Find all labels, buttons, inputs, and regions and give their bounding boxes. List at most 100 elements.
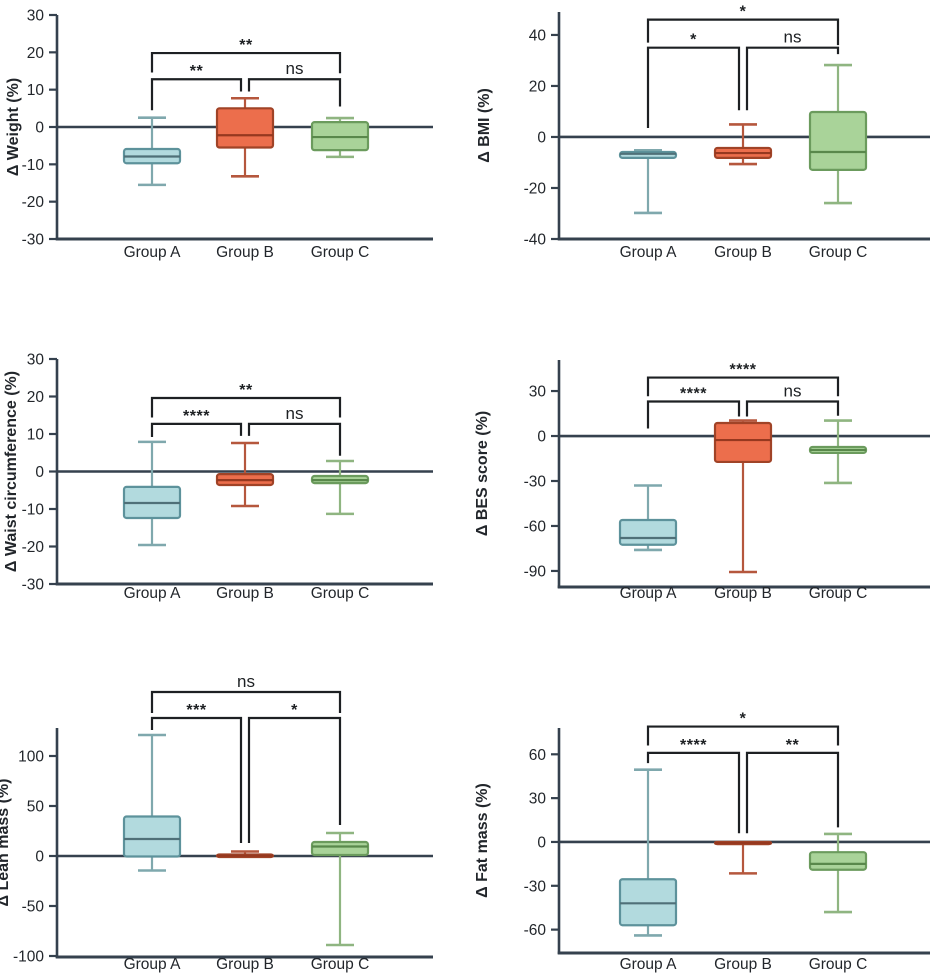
x-tick-label: Group A — [124, 956, 182, 973]
significance-bracket — [646, 400, 741, 429]
x-tick-label: Group A — [124, 585, 182, 602]
significance-bracket — [150, 422, 243, 437]
significance-bracket — [646, 376, 840, 397]
significance-bracket — [247, 78, 342, 107]
significance-bracket — [150, 78, 243, 111]
significance-bracket — [150, 716, 243, 843]
box-group-b — [215, 850, 275, 859]
y-tick-label: 20 — [27, 389, 45, 406]
chart-bes: 30 0 -30 -60 -90 Δ BES score (%) **** ns **** Gro… — [474, 360, 930, 602]
panel-delta-bmi: 40 20 0 -20 -40 Δ BMI (%) * ns * Group A Group B Gr… — [465, 0, 930, 330]
y-tick-label: -20 — [22, 194, 45, 211]
y-tick-label: 40 — [529, 27, 547, 44]
x-tick-label: Group C — [311, 244, 370, 261]
significance-bracket — [247, 422, 342, 456]
y-tick-label: -50 — [22, 899, 45, 916]
y-tick-label: 20 — [529, 78, 547, 95]
box-group-c — [808, 63, 868, 205]
x-tick-label: Group A — [620, 244, 678, 261]
significance-bracket — [745, 400, 840, 417]
y-tick-label: 0 — [537, 429, 546, 446]
x-tick-label: Group B — [216, 244, 274, 261]
box-group-a — [122, 440, 182, 547]
box-group-b — [713, 840, 773, 875]
significance-label: **** — [680, 737, 707, 754]
significance-label: * — [291, 702, 298, 719]
significance-label: ns — [784, 382, 802, 401]
iqr-box — [713, 421, 773, 464]
y-tick-label: 0 — [537, 834, 546, 851]
significance-label: * — [740, 711, 747, 728]
significance-label: ns — [286, 404, 304, 423]
iqr-box — [310, 840, 370, 857]
significance-bracket — [646, 46, 741, 129]
y-tick-label: 50 — [27, 799, 45, 816]
chart-weight: 30 20 10 0 -10 -20 -30 Δ Weight (%) ** ns ** Group … — [5, 8, 433, 261]
x-tick-label: Group B — [714, 956, 772, 973]
y-tick-label: -30 — [524, 878, 547, 895]
box-group-b — [713, 123, 773, 166]
x-tick-label: Group B — [216, 956, 274, 973]
significance-bracket — [646, 18, 840, 46]
significance-label: **** — [680, 386, 707, 403]
y-tick-label: -20 — [22, 539, 45, 556]
panel-delta-waist-circumference: 30 20 10 0 -10 -20 -30 Δ Waist circumference (%… — [0, 330, 465, 640]
box-group-a — [122, 733, 182, 872]
box-group-a — [122, 116, 182, 187]
significance-label: ** — [239, 382, 253, 399]
box-group-a — [618, 768, 678, 937]
x-tick-label: Group C — [809, 956, 868, 973]
y-tick-label: -10 — [22, 157, 45, 174]
y-tick-label: 10 — [27, 82, 45, 99]
x-tick-label: Group C — [809, 585, 868, 602]
x-tick-label: Group A — [620, 956, 678, 973]
iqr-box — [122, 815, 182, 858]
y-tick-label: -60 — [524, 922, 547, 939]
y-tick-label: 0 — [35, 464, 44, 481]
y-axis-title: Δ Lean mass (%) — [0, 779, 12, 907]
box-group-b — [215, 441, 275, 508]
y-axis-title: Δ BMI (%) — [476, 88, 493, 163]
y-tick-label: 0 — [35, 120, 44, 137]
significance-label: ** — [786, 737, 800, 754]
x-tick-label: Group C — [311, 956, 370, 973]
chart-bmi: 40 20 0 -20 -40 Δ BMI (%) * ns * Group A Group B Gr… — [476, 4, 930, 261]
y-tick-label: -60 — [524, 518, 547, 535]
significance-label: ** — [190, 63, 204, 80]
y-axis-title: Δ Waist circumference (%) — [3, 371, 20, 572]
x-tick-label: Group C — [311, 585, 370, 602]
box-group-c — [310, 831, 370, 947]
box-group-c — [808, 832, 868, 914]
y-axis-title: Δ BES score (%) — [474, 411, 491, 536]
iqr-box — [808, 110, 868, 171]
iqr-box — [618, 518, 678, 546]
box-group-b — [713, 419, 773, 574]
x-tick-label: Group B — [714, 585, 772, 602]
iqr-box — [215, 107, 275, 149]
y-axis-title: Δ Weight (%) — [5, 78, 22, 176]
box-group-c — [808, 419, 868, 485]
y-tick-label: 30 — [27, 8, 45, 25]
y-tick-label: -30 — [524, 473, 547, 490]
box-group-a — [618, 148, 678, 215]
x-tick-label: Group C — [809, 244, 868, 261]
x-tick-label: Group A — [620, 585, 678, 602]
y-tick-label: -30 — [22, 232, 45, 249]
significance-label: ns — [237, 672, 255, 691]
significance-bracket — [150, 690, 342, 713]
y-tick-label: 0 — [537, 129, 546, 146]
significance-label: **** — [183, 408, 210, 425]
panel-delta-bes-score: 30 0 -30 -60 -90 Δ BES score (%) **** ns **** Gro… — [465, 330, 930, 640]
significance-bracket — [745, 46, 840, 111]
y-tick-label: 10 — [27, 427, 45, 444]
significance-label: ns — [784, 28, 802, 47]
box-group-b — [215, 96, 275, 178]
y-tick-label: 60 — [529, 747, 547, 764]
y-tick-label: -10 — [22, 502, 45, 519]
panel-delta-weight: 30 20 10 0 -10 -20 -30 Δ Weight (%) ** ns ** Group … — [0, 0, 465, 330]
x-tick-label: Group A — [124, 244, 182, 261]
